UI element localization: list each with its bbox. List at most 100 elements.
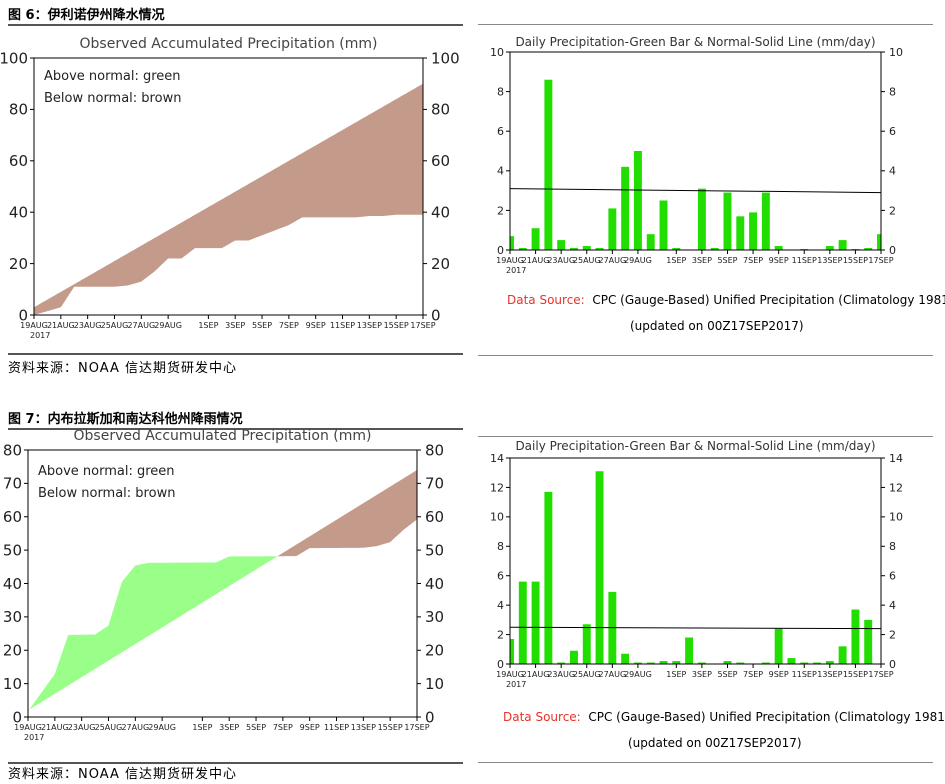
accum-0-xtick-label: 19AUG (20, 321, 48, 330)
figure-7-top-rule (8, 428, 463, 430)
accum-0-below-normal-area (34, 83, 423, 315)
accum-0-xtick-label: 27AUG (127, 321, 155, 330)
daily-3-ytick-label-left: 2 (497, 628, 504, 641)
daily-1-xtick-label: 1SEP (666, 256, 686, 265)
daily-3-xtick-label: 17SEP (868, 670, 893, 679)
daily-3-bar (510, 638, 514, 664)
accum-0-ytick-label-right: 60 (431, 152, 450, 170)
daily-3-xtick-label: 1SEP (666, 670, 686, 679)
daily-1-xtick-label: 25AUG (573, 256, 601, 265)
daily-3-bar (633, 662, 642, 664)
accum-0-xtick-label: 11SEP (330, 321, 355, 330)
accum-2-ytick-label-right: 50 (425, 541, 444, 559)
accum-2-ytick-label-right: 40 (425, 575, 444, 593)
accum-2-above-normal-area (28, 470, 417, 711)
daily-3-year-label: 2017 (506, 680, 526, 689)
accum-2-xtick-label: 3SEP (219, 723, 239, 732)
accum-2-ytick-label-right: 30 (425, 608, 444, 626)
accum-2-ytick-label-left: 80 (3, 441, 22, 459)
accum-2-below-normal-area (28, 470, 417, 712)
daily-1-ytick-label-left: 8 (497, 85, 504, 98)
daily-3-ytick-label-left: 12 (490, 481, 504, 494)
daily-1-title: Daily Precipitation-Green Bar & Normal-S… (515, 35, 875, 49)
daily-1-bar (749, 212, 758, 250)
daily-3-bar (595, 471, 604, 664)
daily-3-xtick-label: 29AUG (624, 670, 652, 679)
daily-3-bar (864, 619, 873, 664)
accum-2-ytick-label-right: 10 (425, 675, 444, 693)
accum-0-ytick-label-right: 40 (431, 203, 450, 221)
daily-3-ytick-label-right: 4 (889, 599, 896, 612)
daily-3-plot-frame (509, 457, 882, 665)
figure-7-bottom-rule-right (478, 762, 933, 763)
daily-3-bar (544, 491, 553, 664)
accum-2-ytick-label-right: 0 (425, 708, 435, 726)
daily-3-bar (518, 581, 527, 664)
accum-2-ytick-label-right: 60 (425, 508, 444, 526)
accum-2-xtick-label: 5SEP (246, 723, 266, 732)
daily-1-xtick-label: 15SEP (843, 256, 868, 265)
accum-0-xtick-label: 25AUG (101, 321, 129, 330)
figure-6-bottom-rule (8, 353, 463, 355)
figure-6-top-rule-right (478, 24, 933, 25)
daily-1-ytick-label-left: 4 (497, 165, 504, 178)
daily-3-ytick-label-left: 14 (490, 452, 504, 465)
daily-1-bar (761, 192, 770, 250)
daily-1-bar (608, 208, 617, 250)
accum-2-xtick-label: 23AUG (68, 723, 96, 732)
daily-1-bar (510, 236, 514, 250)
figure-6-top-rule (8, 24, 463, 26)
daily-1-ytick-label-left: 6 (497, 125, 504, 138)
daily-3-xtick-label: 23AUG (547, 670, 575, 679)
daily-1-bar (723, 192, 732, 250)
daily-1-bar (864, 248, 873, 250)
daily-3-bar (646, 662, 655, 664)
accum-0-xtick-label: 23AUG (74, 321, 102, 330)
accum-0-ytick-label-left: 100 (0, 49, 28, 67)
daily-3-xtick-label: 15SEP (843, 670, 868, 679)
daily-1-bar (531, 228, 540, 250)
daily-1-bar (544, 79, 553, 250)
nebraska-data-source: Data Source: CPC (Gauge-Based) Unified P… (503, 710, 945, 724)
daily-1-bar (877, 234, 881, 250)
accum-2-xtick-label: 27AUG (121, 723, 149, 732)
daily-3-xtick-label: 5SEP (717, 670, 737, 679)
nebraska-updated-note: (updated on 00Z17SEP2017) (628, 736, 802, 750)
daily-1-ytick-label-left: 0 (497, 244, 504, 257)
accum-0-title: Observed Accumulated Precipitation (mm) (80, 36, 378, 52)
accum-2-ytick-label-right: 20 (425, 642, 444, 660)
daily-3-ytick-label-left: 6 (497, 570, 504, 583)
accum-2-xtick-label: 21AUG (41, 723, 69, 732)
daily-3-ytick-label-left: 4 (497, 599, 504, 612)
accum-2-year-label: 2017 (24, 733, 44, 742)
accum-0-xtick-label: 17SEP (410, 321, 435, 330)
daily-3-bar (813, 662, 822, 664)
daily-3-ytick-label-left: 10 (490, 511, 504, 524)
daily-3-bar (736, 662, 745, 664)
accum-2-ytick-label-left: 50 (3, 541, 22, 559)
daily-1-bar (557, 240, 566, 250)
accum-2-ytick-label-left: 0 (12, 708, 22, 726)
accum-2-ytick-label-right: 80 (425, 441, 444, 459)
daily-3-bar (774, 628, 783, 664)
daily-1-ytick-label-right: 6 (889, 125, 896, 138)
daily-3-bar (787, 658, 796, 664)
daily-1-xtick-label: 17SEP (868, 256, 893, 265)
daily-3-ytick-label-left: 8 (497, 540, 504, 553)
accum-0-legend-item: Below normal: brown (44, 91, 181, 106)
accum-0-ytick-label-left: 80 (9, 101, 28, 119)
accum-0-xtick-label: 5SEP (252, 321, 272, 330)
daily-1-bar (697, 188, 706, 250)
daily-3-bar (569, 650, 578, 664)
daily-3-ytick-label-right: 2 (889, 628, 896, 641)
daily-3-xtick-label: 9SEP (769, 670, 789, 679)
accum-2-xtick-label: 25AUG (95, 723, 123, 732)
nebraska-daily-chart: 0 0 2 2 4 4 6 6 8 8 10 10 12 12 14 14 19AUG21AUG23AUG25A… (490, 439, 903, 689)
daily-1-xtick-label: 9SEP (769, 256, 789, 265)
daily-1-ytick-label-left: 10 (490, 46, 504, 59)
accum-2-legend-item: Below normal: brown (38, 486, 175, 501)
accum-2-xtick-label: 19AUG (14, 723, 42, 732)
accum-2-xtick-label: 13SEP (351, 723, 376, 732)
daily-3-bar (531, 581, 540, 664)
daily-1-xtick-label: 27AUG (598, 256, 626, 265)
